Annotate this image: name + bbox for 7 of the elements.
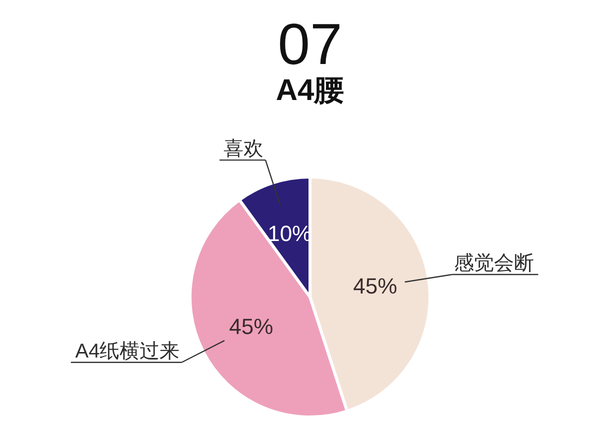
data-label: 45%: [353, 274, 398, 299]
slice-label: 喜欢: [224, 138, 264, 160]
data-label: 45%: [229, 314, 274, 339]
slice-label: 感觉会断: [454, 252, 534, 274]
chart-title: 07: [278, 12, 342, 77]
slice-label: A4纸横过来: [75, 340, 180, 362]
chart-subtitle: A4腰: [276, 74, 344, 107]
